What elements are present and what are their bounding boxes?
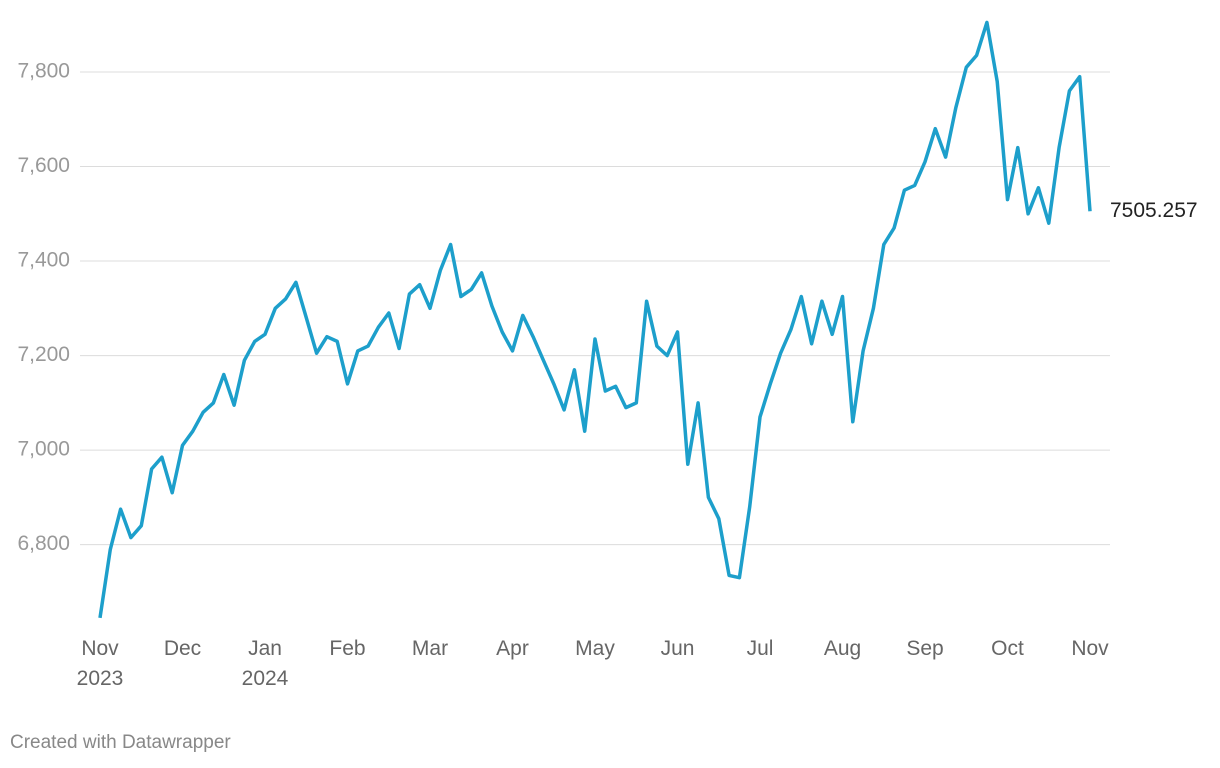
x-tick-label: Oct bbox=[991, 637, 1024, 660]
credit: Created with Datawrapper bbox=[10, 732, 231, 753]
x-tick-label: Jun bbox=[660, 637, 695, 660]
end-value-label: 7505.257 bbox=[1110, 199, 1198, 222]
x-tick-label: Mar bbox=[411, 637, 449, 660]
x-tick-label: Sep bbox=[906, 637, 944, 660]
x-tick-label: Nov bbox=[1071, 637, 1109, 660]
y-tick-label: 6,800 bbox=[17, 532, 70, 555]
y-tick-label: 7,800 bbox=[17, 60, 70, 83]
x-tick-label: Dec bbox=[163, 637, 202, 660]
y-tick-label: 7,600 bbox=[17, 154, 70, 177]
x-tick-label: Apr bbox=[496, 637, 529, 660]
x-tick-label: Nov 2023 bbox=[76, 637, 124, 690]
x-tick-label: May bbox=[575, 637, 615, 660]
y-tick-label: 7,400 bbox=[17, 249, 70, 272]
y-tick-label: 7,200 bbox=[17, 343, 70, 366]
x-tick-label: Aug bbox=[823, 637, 862, 660]
line bbox=[98, 20, 1092, 619]
x-tick-label: Feb bbox=[329, 637, 366, 660]
x-tick-label: Jan 2024 bbox=[241, 637, 289, 690]
x-tick-label: Jul bbox=[746, 637, 774, 660]
y-tick-label: 7,000 bbox=[17, 438, 70, 461]
